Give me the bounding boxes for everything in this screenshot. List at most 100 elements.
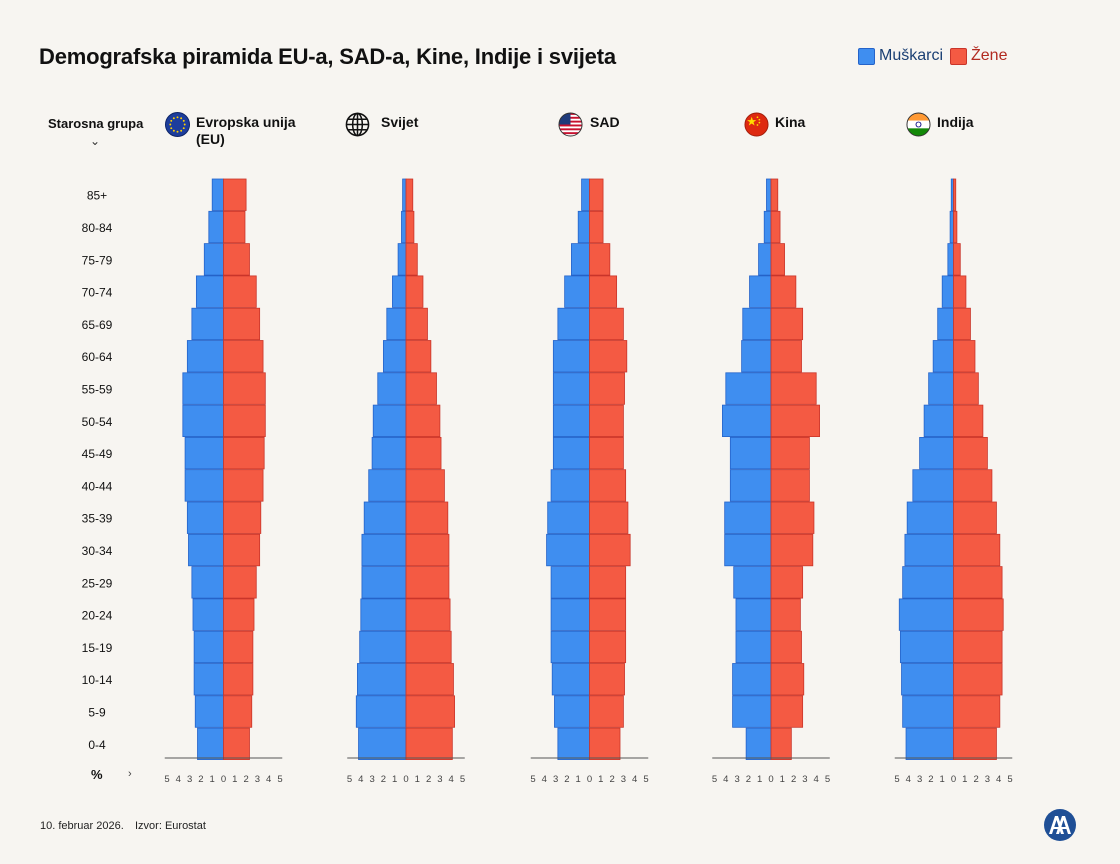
age-group-header[interactable]: Starosna grupa — [48, 116, 144, 131]
bar-female — [223, 340, 264, 373]
bar-female — [405, 501, 449, 534]
bar-male — [357, 663, 407, 696]
bar-male — [722, 404, 772, 438]
x-tick-label: 4 — [266, 774, 271, 785]
bar-female — [223, 178, 247, 211]
bar-male — [392, 275, 407, 308]
bar-female — [405, 533, 450, 567]
x-tick-label: 5 — [1007, 774, 1012, 785]
bar-male — [557, 307, 590, 341]
x-tick-label: 4 — [176, 774, 181, 785]
bar-male — [741, 340, 772, 373]
bar-male — [729, 436, 772, 470]
age-label: 75-79 — [82, 253, 113, 267]
x-tick-label: 4 — [906, 774, 911, 785]
bar-female — [953, 469, 993, 502]
bar-female — [405, 275, 424, 308]
age-label: 0-4 — [88, 738, 106, 752]
x-tick-label: 1 — [576, 774, 581, 785]
bar-female — [589, 436, 624, 470]
aa-logo-icon — [1044, 809, 1076, 841]
x-tick-label: 1 — [962, 774, 967, 785]
bar-female — [953, 533, 1001, 567]
bar-male — [361, 566, 407, 599]
x-tick-label: 5 — [712, 774, 717, 785]
bar-female — [770, 436, 810, 470]
age-label: 70-74 — [82, 286, 113, 300]
bar-male — [195, 275, 224, 308]
age-label: 85+ — [87, 189, 107, 203]
bar-male — [191, 307, 224, 341]
legend-male[interactable]: Muškarci — [858, 47, 943, 65]
panel-title-eu-line1: Evropska unija — [196, 114, 296, 130]
chevron-right-icon[interactable]: › — [128, 768, 132, 780]
x-tick-label: 5 — [460, 774, 465, 785]
bar-female — [405, 663, 454, 696]
bar-male — [368, 469, 407, 502]
x-tick-label: 5 — [164, 774, 169, 785]
bar-female — [223, 372, 266, 405]
x-tick-label: 4 — [996, 774, 1001, 785]
x-tick-label: 2 — [243, 774, 248, 785]
bar-female — [589, 178, 604, 211]
chevron-down-icon[interactable]: ⌄ — [90, 134, 101, 148]
bar-male — [732, 695, 772, 728]
globe-icon — [345, 112, 370, 137]
x-tick-label: 1 — [598, 774, 603, 785]
bar-male — [742, 307, 772, 341]
x-tick-label: 2 — [746, 774, 751, 785]
bar-female — [223, 275, 257, 308]
bar-male — [386, 307, 407, 341]
bar-male — [382, 340, 407, 373]
x-tick-label: 5 — [277, 774, 282, 785]
panel-title-world: Svijet — [381, 114, 419, 130]
bar-male — [355, 695, 407, 728]
bar-male — [358, 727, 407, 760]
x-tick-label: 5 — [894, 774, 899, 785]
legend-female[interactable]: Žene — [950, 47, 1007, 65]
bar-female — [223, 598, 255, 631]
bar-female — [223, 630, 254, 664]
x-tick-label: 1 — [940, 774, 945, 785]
bar-male — [725, 372, 772, 405]
bar-male — [191, 566, 224, 599]
bar-male — [550, 469, 590, 502]
bar-male — [901, 663, 954, 696]
age-label: 40-44 — [82, 479, 113, 493]
bar-male — [193, 663, 224, 696]
bar-male — [898, 598, 954, 631]
bar-female — [953, 210, 958, 244]
bar-male — [906, 501, 954, 534]
bar-male — [766, 178, 772, 211]
bar-female — [770, 630, 802, 664]
x-tick-label: 2 — [426, 774, 431, 785]
bar-male — [732, 663, 772, 696]
bar-male — [581, 178, 590, 211]
bar-female — [405, 178, 414, 211]
bar-male — [360, 598, 407, 631]
bar-male — [912, 469, 954, 502]
bar-male — [203, 243, 224, 276]
bar-female — [589, 340, 628, 373]
bar-female — [405, 372, 437, 405]
bar-male — [564, 275, 590, 308]
bar-male — [552, 340, 590, 373]
x-tick-label: 4 — [814, 774, 819, 785]
bar-male — [735, 630, 772, 664]
x-tick-label: 3 — [255, 774, 260, 785]
bar-female — [223, 501, 262, 534]
age-label: 20-24 — [82, 609, 113, 623]
bar-female — [770, 307, 804, 341]
bar-female — [770, 598, 801, 631]
bar-female — [953, 275, 967, 308]
bar-male — [547, 501, 590, 534]
bar-female — [223, 307, 261, 341]
bar-female — [405, 566, 450, 599]
bar-male — [208, 210, 224, 244]
bar-male — [182, 372, 224, 405]
bar-male — [372, 404, 407, 438]
bar-female — [953, 307, 971, 341]
x-tick-label: 2 — [198, 774, 203, 785]
x-tick-label: 2 — [381, 774, 386, 785]
